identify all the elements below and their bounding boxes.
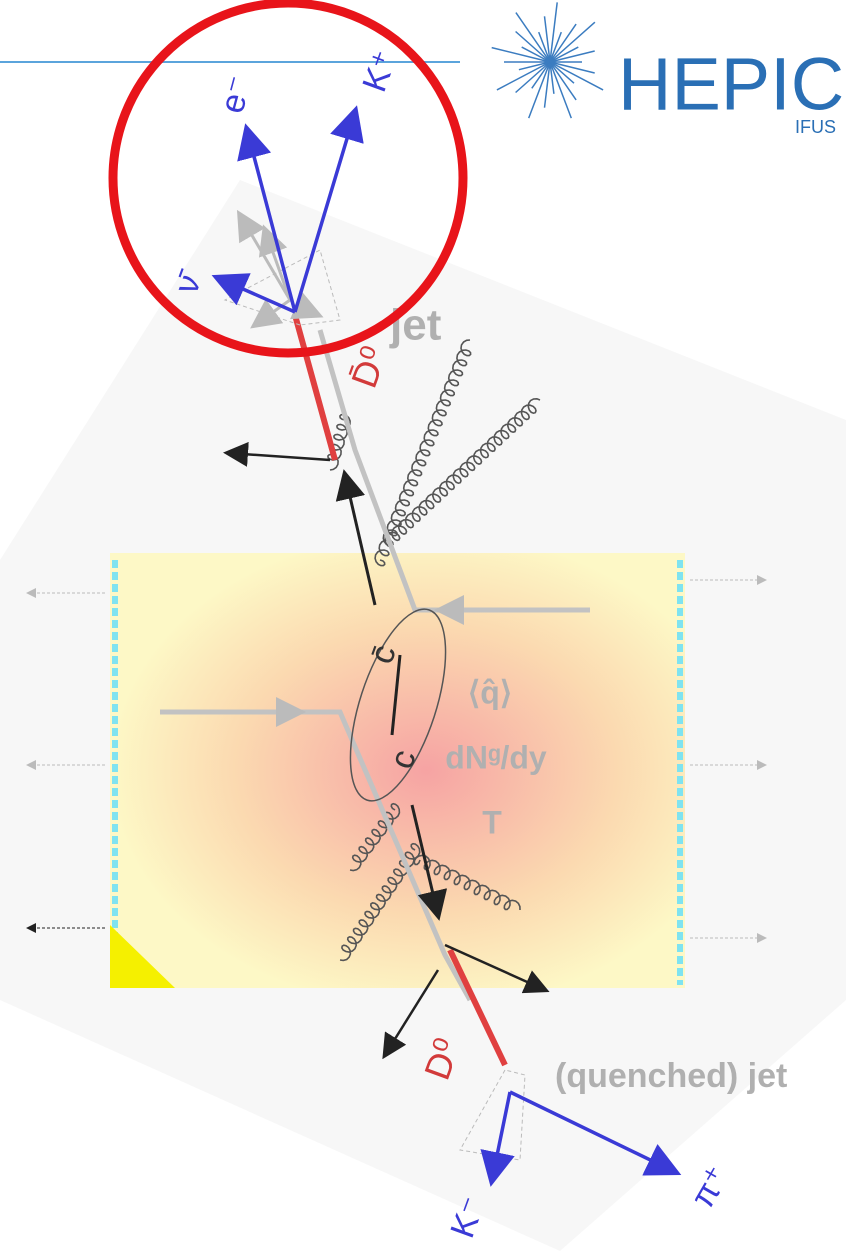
logo-ray: [549, 2, 558, 63]
pion-plus-label: π⁺: [683, 1160, 737, 1215]
corner-mark: [110, 925, 175, 988]
logo-ray: [549, 61, 577, 101]
logo-text: HEPIC: [618, 43, 844, 126]
electron-label: e⁻: [213, 72, 259, 117]
logo-ray: [549, 61, 573, 119]
logo-icon: [491, 2, 604, 119]
logo-ray: [549, 23, 577, 63]
logo-ray: [549, 21, 596, 63]
gluon-density-label: dNᵍ/dy: [445, 739, 547, 775]
logo-ray: [549, 50, 595, 63]
gluon: [384, 397, 541, 548]
logo-ray: [537, 31, 551, 63]
kaon-plus-label: K⁺: [355, 46, 405, 97]
temperature-label: T: [482, 804, 502, 840]
recoil-arrows: [223, 441, 550, 1060]
pair-link: [390, 654, 402, 736]
logo-ray: [515, 12, 551, 63]
logo-ray: [518, 61, 551, 71]
logo-ray: [549, 46, 579, 63]
expansion-arrows: [26, 575, 767, 943]
logo-ray: [549, 61, 555, 94]
jet-fragments: [236, 209, 324, 329]
jet-cones: [223, 249, 526, 1161]
qhat-label: ⟨q̂⟩: [468, 674, 513, 710]
logo-ray: [531, 61, 551, 89]
logo-ray: [527, 61, 551, 119]
charm-antiquark: [335, 469, 377, 606]
dbar0-track: [292, 314, 338, 461]
logo-ray: [549, 61, 595, 74]
logo-ray: [521, 46, 551, 63]
logo-ray: [543, 16, 551, 63]
gluon: [413, 854, 521, 911]
jet-label: jet: [389, 301, 442, 350]
logo-ray: [549, 61, 575, 84]
quenched-jet-label: (quenched) jet: [555, 1057, 787, 1095]
logo-subtext: IFUS: [795, 117, 836, 137]
gluon: [339, 842, 421, 962]
logo-ray: [515, 61, 551, 94]
logo-ray: [549, 31, 563, 63]
medium: [110, 553, 685, 988]
d0-track: [447, 948, 508, 1067]
logo-ray: [543, 61, 551, 108]
light-partons: [160, 329, 590, 1002]
logo-ray: [515, 30, 551, 63]
logo-ray: [491, 46, 551, 63]
gluon: [374, 339, 472, 567]
highlight-circle: [108, 0, 468, 358]
logo-ray: [549, 61, 604, 91]
pair-ellipse: [349, 608, 447, 802]
charm-quark: [410, 804, 448, 921]
decay-products: [211, 105, 682, 1187]
logo-ray: [496, 61, 551, 91]
